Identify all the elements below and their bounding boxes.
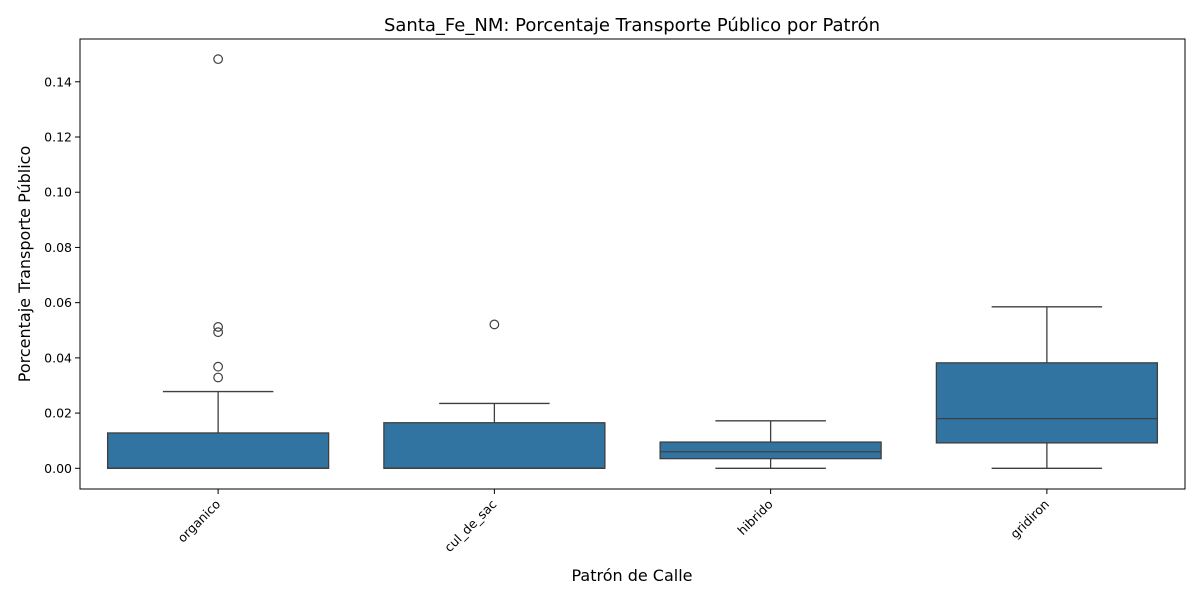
y-tick-label: 0.10 [44, 185, 72, 200]
outlier-point [213, 322, 224, 332]
x-tick-label: cul_de_sac [441, 496, 499, 554]
plot-area: 0.00 0.02 0.04 0.06 0.08 0.10 0.12 0.14 organico… [44, 54, 1159, 555]
x-tick-label: hibrido [734, 497, 775, 538]
plot-frame [79, 38, 1186, 490]
y-tick-label: 0.08 [44, 240, 72, 255]
box-gridiron [935, 362, 1159, 444]
outlier-point [213, 327, 224, 338]
x-tick-label: organico [174, 497, 223, 546]
box-organico [106, 432, 330, 469]
chart-title: Santa_Fe_NM: Porcentaje Transporte Públi… [384, 15, 880, 36]
outlier-point [213, 372, 224, 383]
y-tick-label: 0.12 [44, 130, 72, 145]
outlier-point [213, 361, 224, 372]
box-cul_de_sac [383, 422, 606, 469]
y-tick-label: 0.00 [44, 461, 72, 476]
y-tick-label: 0.06 [44, 295, 72, 310]
x-axis-label: Patrón de Calle [571, 566, 692, 585]
y-tick-label: 0.02 [44, 406, 72, 421]
y-tick-label: 0.04 [44, 350, 72, 365]
y-axis-label: Porcentaje Transporte Público [15, 146, 34, 382]
outlier-point [489, 319, 500, 330]
outlier-point [213, 54, 224, 65]
x-tick-label: gridiron [1007, 497, 1052, 542]
y-tick-label: 0.14 [44, 74, 72, 89]
box-hibrido [659, 441, 882, 460]
